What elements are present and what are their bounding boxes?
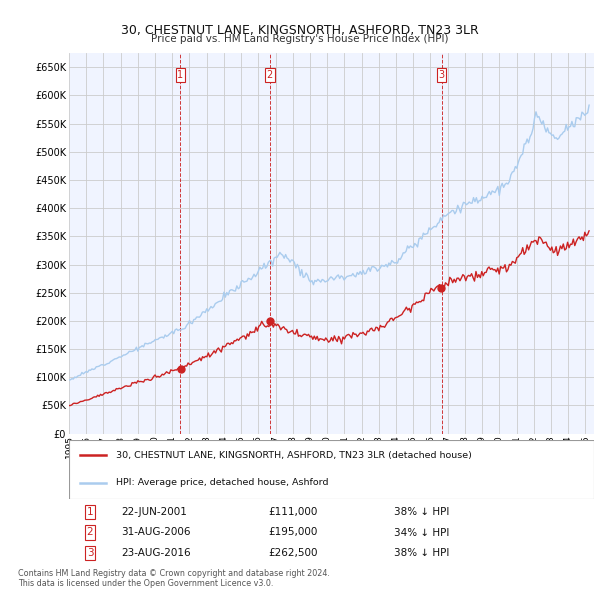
Text: 30, CHESTNUT LANE, KINGSNORTH, ASHFORD, TN23 3LR: 30, CHESTNUT LANE, KINGSNORTH, ASHFORD, … bbox=[121, 24, 479, 37]
Text: £262,500: £262,500 bbox=[269, 548, 318, 558]
Text: 38% ↓ HPI: 38% ↓ HPI bbox=[395, 548, 450, 558]
Text: 1: 1 bbox=[178, 70, 184, 80]
Text: 1: 1 bbox=[86, 507, 94, 517]
Text: 38% ↓ HPI: 38% ↓ HPI bbox=[395, 507, 450, 517]
Text: 31-AUG-2006: 31-AUG-2006 bbox=[121, 527, 191, 537]
Text: 23-AUG-2016: 23-AUG-2016 bbox=[121, 548, 191, 558]
Text: Price paid vs. HM Land Registry's House Price Index (HPI): Price paid vs. HM Land Registry's House … bbox=[151, 34, 449, 44]
Text: £111,000: £111,000 bbox=[269, 507, 318, 517]
Text: 3: 3 bbox=[439, 70, 445, 80]
Text: HPI: Average price, detached house, Ashford: HPI: Average price, detached house, Ashf… bbox=[116, 478, 329, 487]
FancyBboxPatch shape bbox=[69, 440, 594, 499]
Text: £195,000: £195,000 bbox=[269, 527, 318, 537]
Text: 34% ↓ HPI: 34% ↓ HPI bbox=[395, 527, 450, 537]
Text: 22-JUN-2001: 22-JUN-2001 bbox=[121, 507, 187, 517]
Text: 30, CHESTNUT LANE, KINGSNORTH, ASHFORD, TN23 3LR (detached house): 30, CHESTNUT LANE, KINGSNORTH, ASHFORD, … bbox=[116, 451, 472, 460]
Text: 3: 3 bbox=[86, 548, 94, 558]
Text: 2: 2 bbox=[86, 527, 94, 537]
Text: Contains HM Land Registry data © Crown copyright and database right 2024.
This d: Contains HM Land Registry data © Crown c… bbox=[18, 569, 329, 588]
Text: 2: 2 bbox=[266, 70, 273, 80]
